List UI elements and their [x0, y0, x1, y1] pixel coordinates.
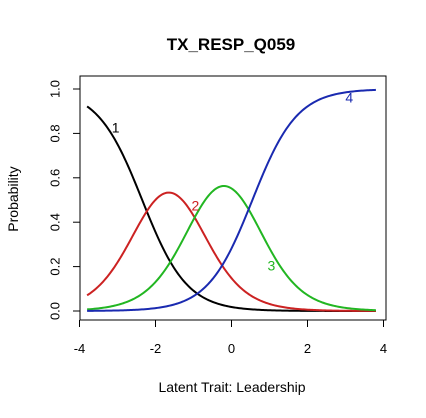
- x-tick-label: -2: [150, 341, 162, 356]
- x-tick-label: -4: [74, 341, 86, 356]
- x-axis-label: Latent Trait: Leadership: [158, 379, 305, 395]
- curve-labels: 1 2 3 4: [112, 90, 354, 274]
- curve-category-3: [87, 184, 376, 312]
- y-tick-label: 0.0: [47, 302, 62, 320]
- y-tick-label: 0.8: [47, 124, 62, 142]
- curve-label-1: 1: [112, 120, 120, 136]
- y-axis-label: Probability: [5, 166, 21, 231]
- y-tick-label: 0.2: [47, 258, 62, 276]
- plot-frame: [79, 75, 387, 321]
- x-tick-label: 2: [304, 341, 311, 356]
- x-tick-label: 4: [380, 341, 387, 356]
- y-tick-label: 1.0: [47, 80, 62, 98]
- chart-title: TX_RESP_Q059: [167, 35, 296, 54]
- curve-label-2: 2: [192, 197, 200, 213]
- y-tick-label: 0.4: [47, 213, 62, 231]
- x-tick-label: 0: [228, 341, 235, 356]
- curve-label-3: 3: [268, 257, 276, 273]
- curve-category-2: [86, 191, 376, 312]
- y-tick-label: 0.6: [47, 169, 62, 187]
- y-axis: 0.0 0.2 0.4 0.6 0.8 1.0: [47, 80, 81, 320]
- curve-label-4: 4: [345, 90, 353, 106]
- x-axis: -4 -2 0 2 4: [74, 319, 387, 356]
- curve-category-4: [87, 88, 376, 312]
- probability-curves: [86, 88, 376, 312]
- curve-category-1: [86, 105, 376, 312]
